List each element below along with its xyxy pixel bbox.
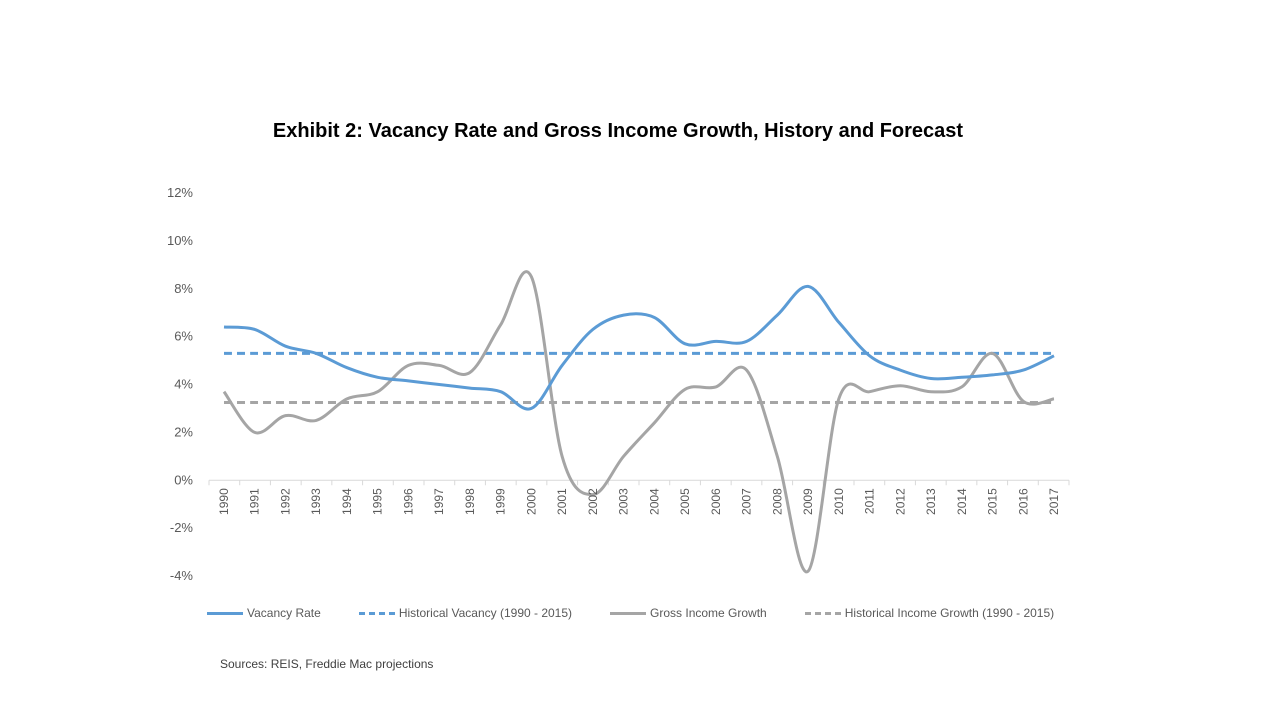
x-tick-label: 1992 [278, 488, 292, 515]
tick-label-layer: 12% 10% 8% 6% 4% 2% 0% -2% -4% 1990 1991 1992 1993 19… [167, 185, 1061, 583]
x-tick-label: 1999 [494, 488, 508, 515]
x-tick-label: 1991 [248, 488, 262, 515]
legend-swatch-vacancy-rate [207, 611, 243, 615]
y-tick-label: 8% [174, 281, 193, 296]
legend-item-historical-income-growth: Historical Income Growth (1990 - 2015) [804, 606, 1055, 620]
series-line-vacancy-rate [223, 284, 1055, 411]
x-tick-label: 2000 [524, 488, 538, 515]
series-layer [222, 270, 1055, 574]
y-tick-label: 4% [174, 377, 193, 392]
x-tick-label: 1996 [401, 488, 415, 515]
legend-label-vacancy-rate: Vacancy Rate [247, 606, 321, 620]
legend-label-historical-income-growth: Historical Income Growth (1990 - 2015) [844, 606, 1055, 620]
x-tick-label: 2014 [955, 488, 969, 515]
x-tick-label: 2008 [770, 488, 784, 515]
x-tick-label: 2015 [986, 488, 1000, 515]
y-tick-label: -4% [170, 568, 194, 583]
x-tick-label: 2002 [586, 488, 600, 515]
x-tick-label: 2017 [1047, 488, 1061, 515]
x-tick-label: 2006 [709, 488, 723, 515]
series-line-gross-income-growth [222, 270, 1055, 574]
axis-layer [208, 479, 1070, 486]
x-tick-label: 1990 [217, 488, 231, 515]
x-tick-label: 1993 [309, 488, 323, 515]
legend-item-vacancy-rate: Vacancy Rate [207, 606, 321, 620]
y-tick-label: 2% [174, 424, 193, 439]
x-tick-label: 2005 [678, 488, 692, 515]
x-tick-label: 2010 [832, 488, 846, 515]
y-tick-label: 12% [167, 185, 193, 200]
x-tick-label: 2001 [555, 488, 569, 515]
x-tick-label: 2003 [617, 488, 631, 515]
legend-swatch-gross-income-growth [610, 611, 647, 615]
x-tick-label: 2016 [1016, 488, 1030, 515]
legend-item-historical-vacancy: Historical Vacancy (1990 - 2015) [358, 606, 573, 620]
x-tick-label: 2011 [863, 488, 877, 514]
x-tick-label: 2013 [924, 488, 938, 515]
legend-swatch-historical-income-growth [804, 611, 841, 615]
y-tick-label: 0% [174, 472, 193, 487]
legend: Vacancy Rate Historical Vacancy (1990 - … [207, 606, 1092, 620]
x-tick-label: 2009 [801, 488, 815, 515]
legend-swatch-historical-vacancy [358, 611, 395, 615]
x-tick-label: 2004 [647, 488, 661, 515]
x-tick-label: 1998 [463, 488, 477, 515]
legend-label-gross-income-growth: Gross Income Growth [650, 606, 767, 620]
x-tick-label: 1997 [432, 488, 446, 515]
x-tick-label: 1994 [340, 488, 354, 515]
chart-title: Exhibit 2: Vacancy Rate and Gross Income… [272, 120, 964, 142]
legend-label-historical-vacancy: Historical Vacancy (1990 - 2015) [398, 606, 573, 620]
y-tick-label: 6% [174, 329, 193, 344]
y-tick-label: -2% [170, 520, 194, 535]
y-tick-label: 10% [167, 233, 193, 248]
x-tick-label: 2012 [893, 488, 907, 515]
x-tick-label: 2007 [740, 488, 754, 515]
x-tick-label: 1995 [371, 488, 385, 515]
source-note: Sources: REIS, Freddie Mac projections [220, 657, 434, 671]
legend-item-gross-income-growth: Gross Income Growth [610, 606, 767, 620]
